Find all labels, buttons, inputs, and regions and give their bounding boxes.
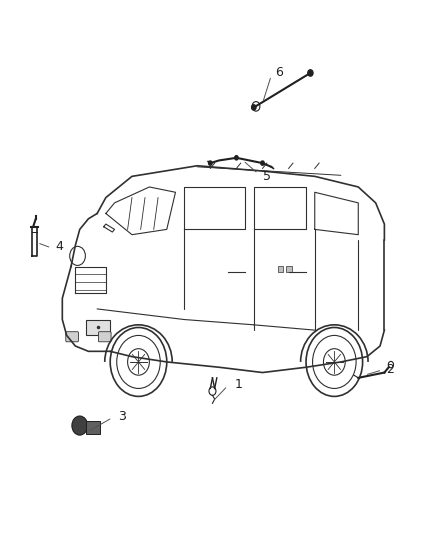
Text: 2: 2: [387, 364, 395, 376]
Bar: [286, 266, 292, 272]
Circle shape: [72, 416, 88, 435]
Text: 3: 3: [118, 409, 126, 423]
Circle shape: [208, 161, 212, 165]
Bar: [278, 266, 283, 272]
Circle shape: [252, 105, 256, 110]
FancyBboxPatch shape: [66, 332, 78, 342]
Text: 1: 1: [234, 378, 242, 391]
Circle shape: [261, 161, 264, 165]
FancyBboxPatch shape: [99, 332, 111, 342]
FancyBboxPatch shape: [86, 421, 100, 434]
Circle shape: [235, 156, 238, 160]
Text: 6: 6: [275, 67, 283, 79]
FancyBboxPatch shape: [86, 319, 110, 335]
Circle shape: [308, 70, 313, 76]
Text: 4: 4: [56, 240, 64, 253]
Text: 5: 5: [262, 170, 271, 183]
